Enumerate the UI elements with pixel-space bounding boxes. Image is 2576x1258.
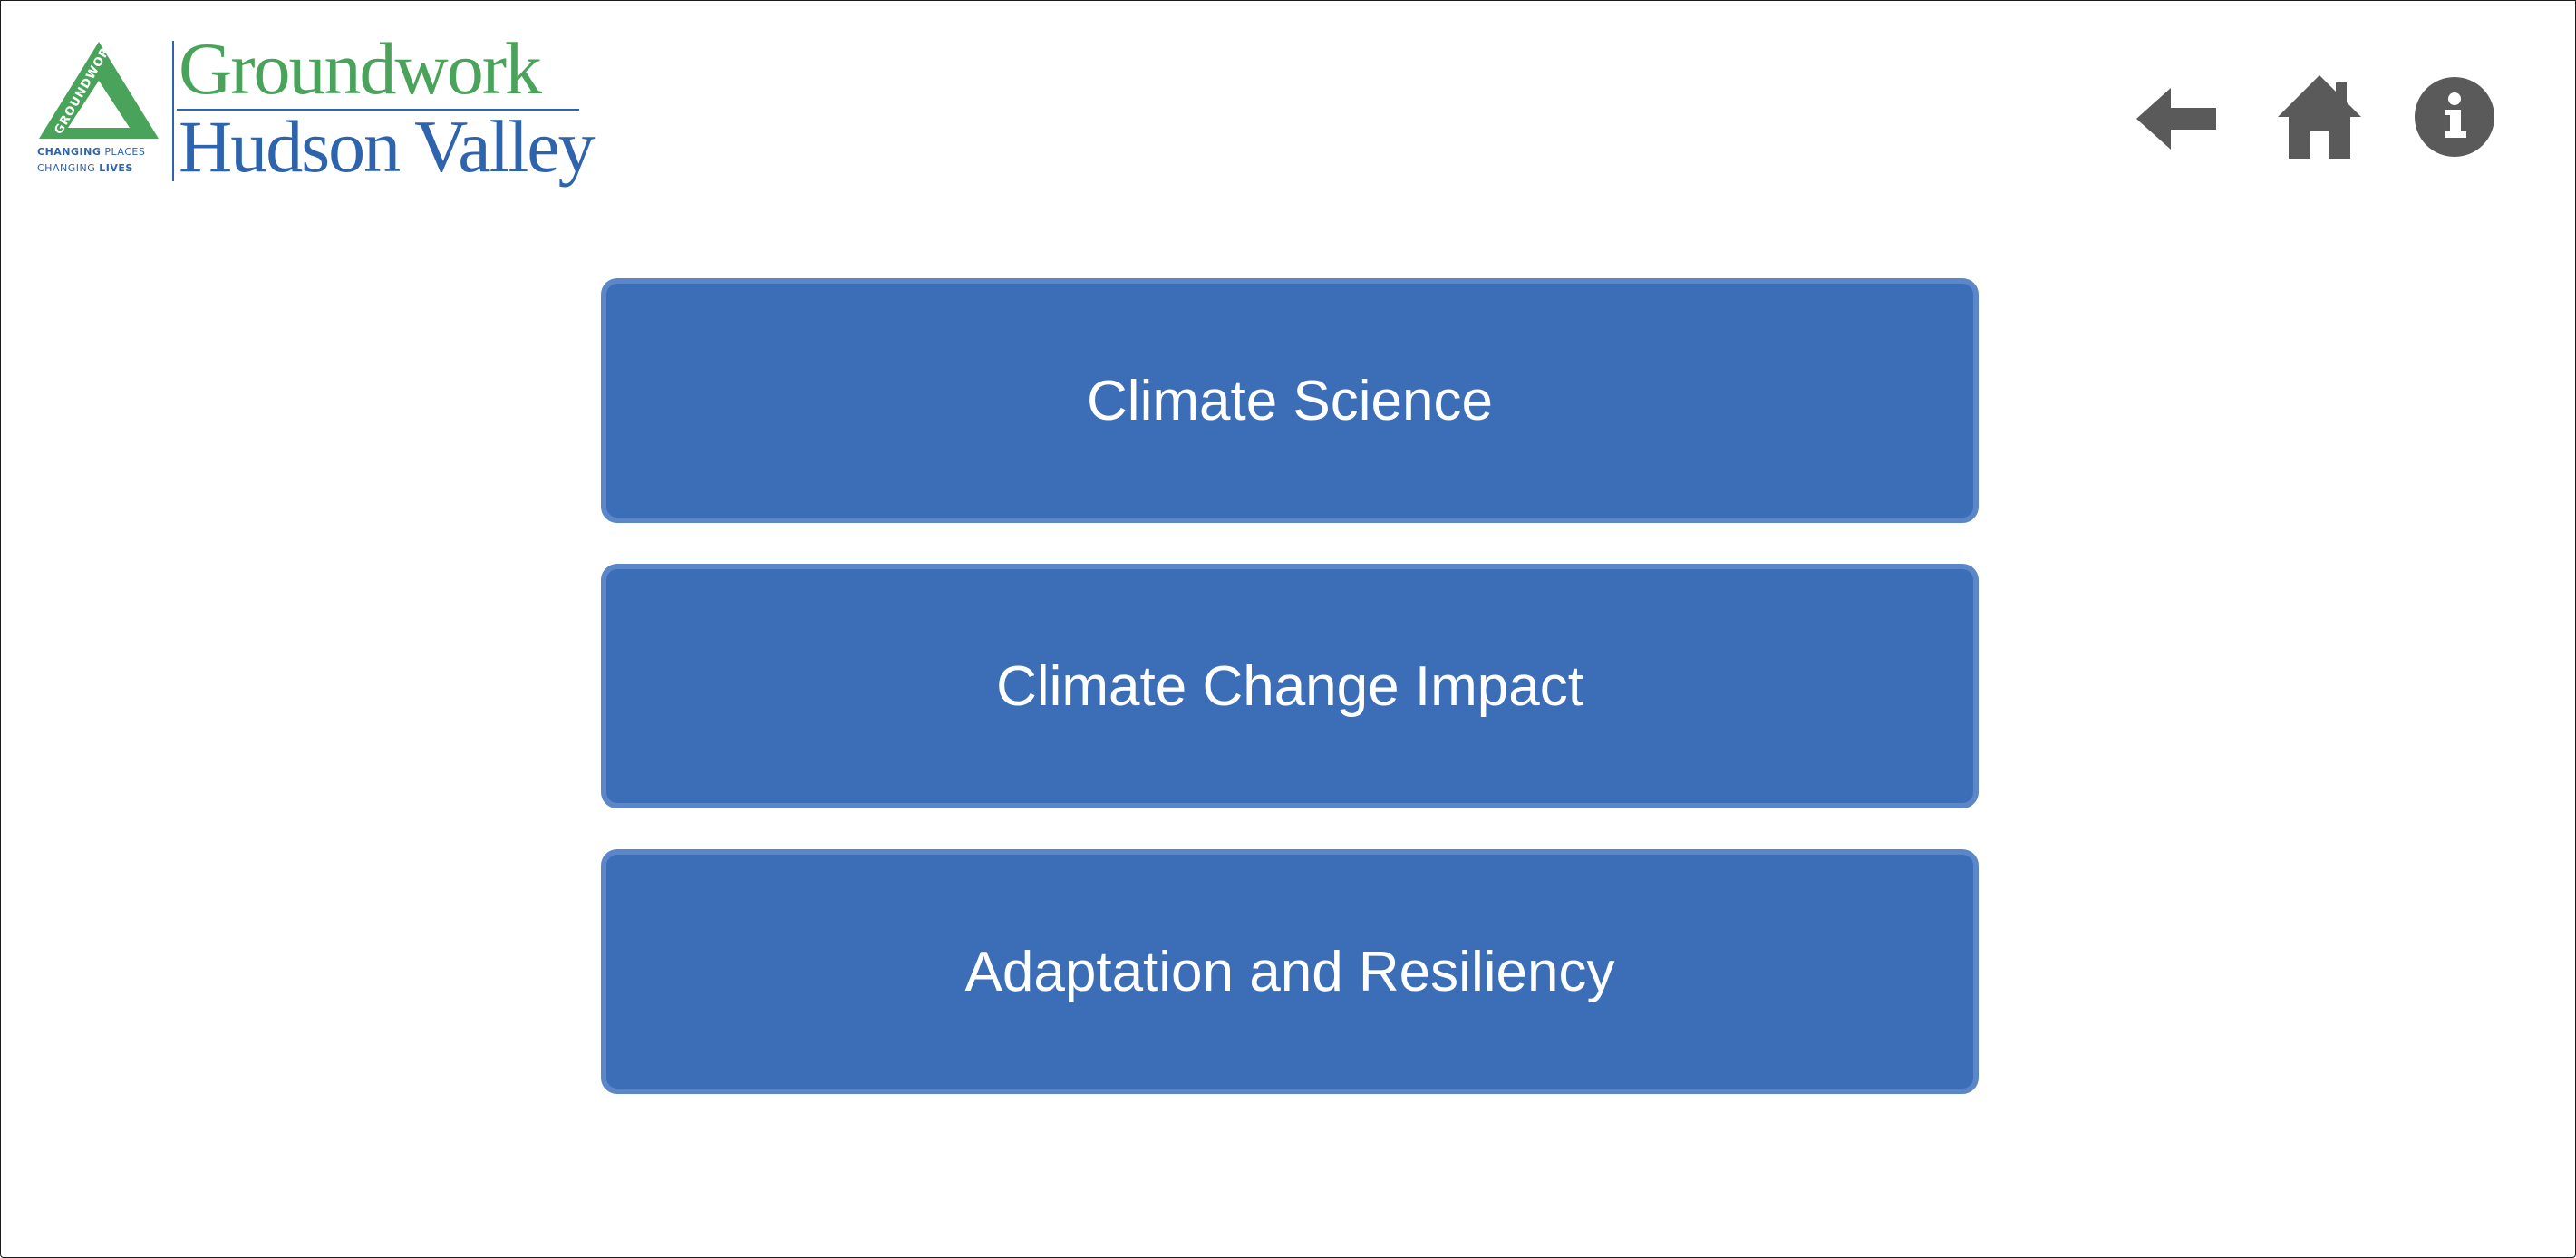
- info-circle-icon: [2415, 77, 2494, 157]
- menu-button-label: Climate Science: [1087, 369, 1493, 432]
- arrow-left-icon: [2136, 88, 2216, 150]
- menu-button-label: Adaptation and Resiliency: [964, 940, 1615, 1003]
- climate-science-button[interactable]: Climate Science: [601, 278, 1979, 523]
- triangle-logo-icon: GROUNDWORK CHANGING PLACES CHANGING LIVE…: [35, 37, 162, 182]
- info-button[interactable]: [2412, 73, 2503, 164]
- climate-change-impact-button[interactable]: Climate Change Impact: [601, 564, 1979, 808]
- back-button[interactable]: [2133, 73, 2223, 164]
- logo-divider: [172, 41, 174, 181]
- logo-rule: [177, 109, 579, 111]
- groundwork-logo: GROUNDWORK CHANGING PLACES CHANGING LIVE…: [35, 32, 596, 196]
- logo-name-line1: Groundwork: [179, 27, 542, 110]
- main-menu: Climate Science Climate Change Impact Ad…: [601, 278, 1979, 1094]
- adaptation-and-resiliency-button[interactable]: Adaptation and Resiliency: [601, 849, 1979, 1094]
- home-icon: [2278, 75, 2361, 159]
- menu-button-label: Climate Change Impact: [996, 654, 1583, 718]
- home-button[interactable]: [2274, 72, 2365, 162]
- logo-tagline-2: CHANGING LIVES: [37, 162, 133, 174]
- logo-name-line2: Hudson Valley: [179, 105, 596, 188]
- logo-tagline-1: CHANGING PLACES: [37, 146, 146, 158]
